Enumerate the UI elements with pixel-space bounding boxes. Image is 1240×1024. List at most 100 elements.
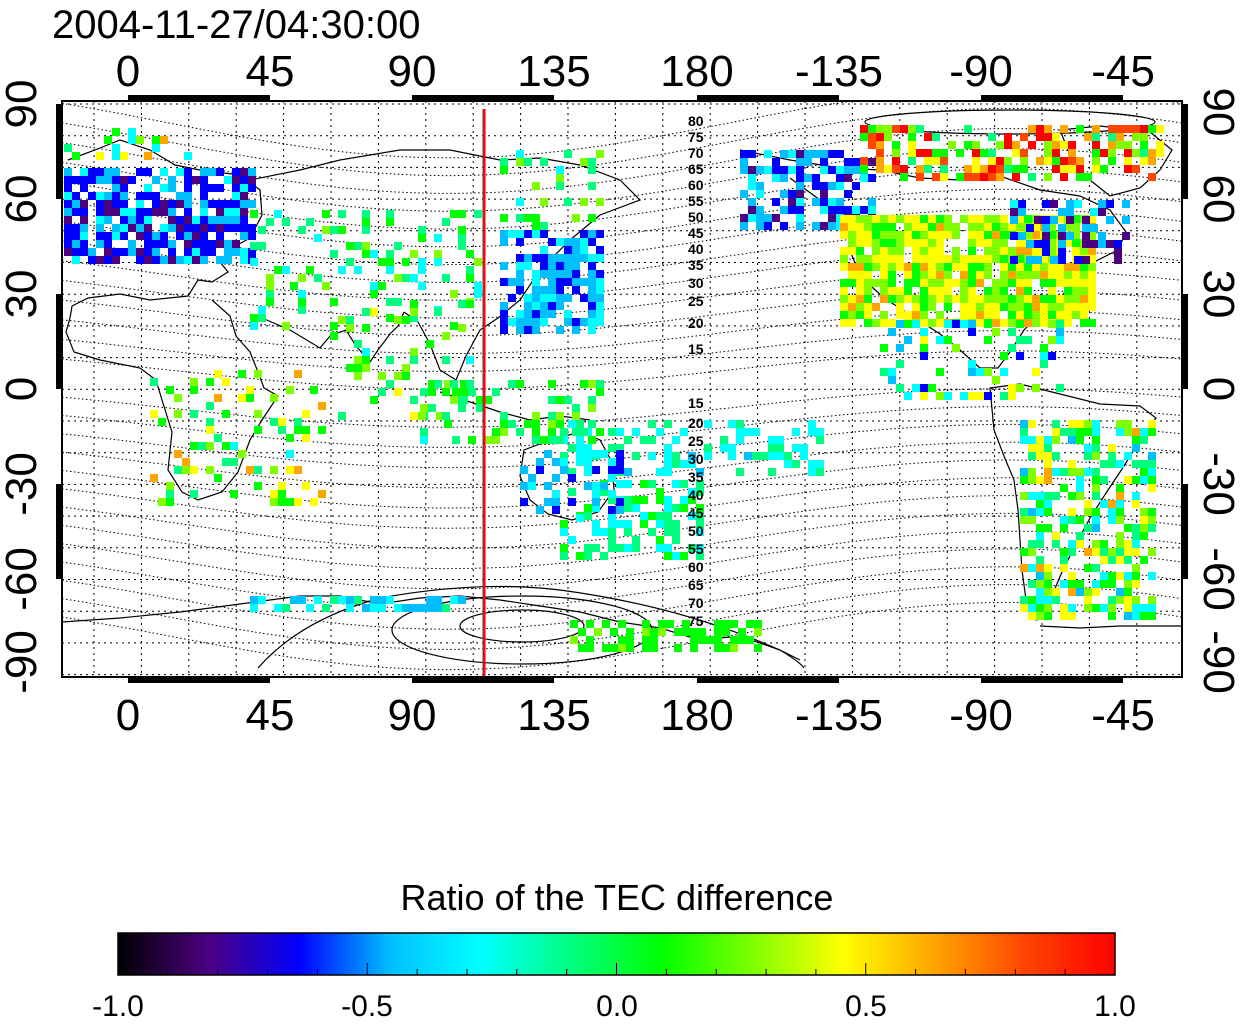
tec-cell (682, 620, 690, 628)
tec-cell (952, 279, 960, 287)
tec-cell (984, 311, 992, 319)
tec-cell (912, 263, 920, 271)
tec-cell (696, 520, 704, 528)
tec-cell (564, 310, 572, 318)
tec-cell (944, 263, 952, 271)
tec-cell (968, 279, 976, 287)
tec-cell (788, 166, 796, 174)
tec-cell (632, 544, 640, 552)
tec-cell (1048, 223, 1056, 231)
tec-cell (568, 468, 576, 476)
tec-cell (600, 552, 608, 560)
tec-cell (592, 490, 600, 498)
tec-cell (1024, 303, 1032, 311)
map-panel: 80 75 70 65 60 55 50 45 40 35 30 25 20 1… (56, 95, 1188, 683)
tec-cell (584, 544, 592, 552)
tec-cell (120, 152, 128, 160)
tec-cell (1082, 240, 1090, 248)
tec-cell (484, 436, 492, 444)
tec-cell (924, 165, 932, 173)
tec-cell (64, 192, 72, 200)
tec-cell (1032, 368, 1040, 376)
bottom-lon-tick: 0 (116, 691, 140, 740)
tec-cell (330, 332, 338, 340)
tec-cell (1116, 484, 1124, 492)
tec-cell (996, 165, 1004, 173)
tec-cell (992, 247, 1000, 255)
tec-cell (1060, 173, 1068, 181)
tec-cell (1052, 468, 1060, 476)
tec-cell (984, 231, 992, 239)
tec-cell (650, 628, 658, 636)
tec-cell (674, 628, 682, 636)
right-lat-tick: -90 (1194, 630, 1240, 694)
tec-cell (580, 230, 588, 238)
tec-cell (1020, 133, 1028, 141)
tec-cell (152, 192, 160, 200)
tec-cell (152, 176, 160, 184)
tec-cell (410, 604, 418, 612)
tec-cell (1016, 295, 1024, 303)
tec-cell (920, 344, 928, 352)
contour-line (61, 269, 1183, 319)
tec-cell (1116, 420, 1124, 428)
tec-cell (972, 149, 980, 157)
tec-cell (1084, 420, 1092, 428)
tec-cell (880, 231, 888, 239)
tec-cell (1036, 556, 1044, 564)
tec-cell (1106, 216, 1114, 224)
tec-cell (864, 239, 872, 247)
tec-cell (1028, 436, 1036, 444)
tec-cell (596, 302, 604, 310)
tec-cell (584, 482, 592, 490)
tec-cell (682, 628, 690, 636)
tec-cell (112, 248, 120, 256)
tec-cell (128, 136, 136, 144)
tec-cell (254, 482, 262, 490)
tec-cell (1044, 612, 1052, 620)
tec-cell (1148, 157, 1156, 165)
tec-cell (664, 552, 672, 560)
tec-cell (466, 250, 474, 258)
tec-cell (128, 128, 136, 136)
tec-cell (232, 208, 240, 216)
tec-cell (748, 150, 756, 158)
tec-cell (764, 150, 772, 158)
tec-cell (1028, 508, 1036, 516)
tec-cell (1116, 548, 1124, 556)
tec-cell (920, 384, 928, 392)
tec-cell (1084, 428, 1092, 436)
tec-cell (764, 222, 772, 230)
tec-cell (508, 294, 516, 302)
tec-cell (992, 231, 1000, 239)
tec-cell (1020, 548, 1028, 556)
tec-cell (690, 636, 698, 644)
tec-cell (166, 498, 174, 506)
tec-cell (1148, 468, 1156, 476)
tec-cell (746, 620, 754, 628)
tec-cell (960, 215, 968, 223)
tec-cell (784, 460, 792, 468)
tec-cell (1034, 216, 1042, 224)
tec-cell (632, 428, 640, 436)
bottom-lon-tick: 90 (388, 691, 437, 740)
tec-cell (516, 326, 524, 334)
tec-cell (984, 239, 992, 247)
tec-cell (984, 271, 992, 279)
tec-cell (948, 141, 956, 149)
tec-cell (224, 200, 232, 208)
tec-cell (588, 254, 596, 262)
tec-cell (920, 247, 928, 255)
tec-cell (302, 426, 310, 434)
tec-cell (1132, 444, 1140, 452)
tec-cell (298, 596, 306, 604)
tec-cell (690, 628, 698, 636)
tec-cell (672, 460, 680, 468)
tec-cell (1024, 231, 1032, 239)
tec-cell (112, 256, 120, 264)
tec-cell (576, 452, 584, 460)
tec-cell (144, 192, 152, 200)
tec-cell (64, 248, 72, 256)
tec-cell (570, 620, 578, 628)
tec-cell (270, 490, 278, 498)
